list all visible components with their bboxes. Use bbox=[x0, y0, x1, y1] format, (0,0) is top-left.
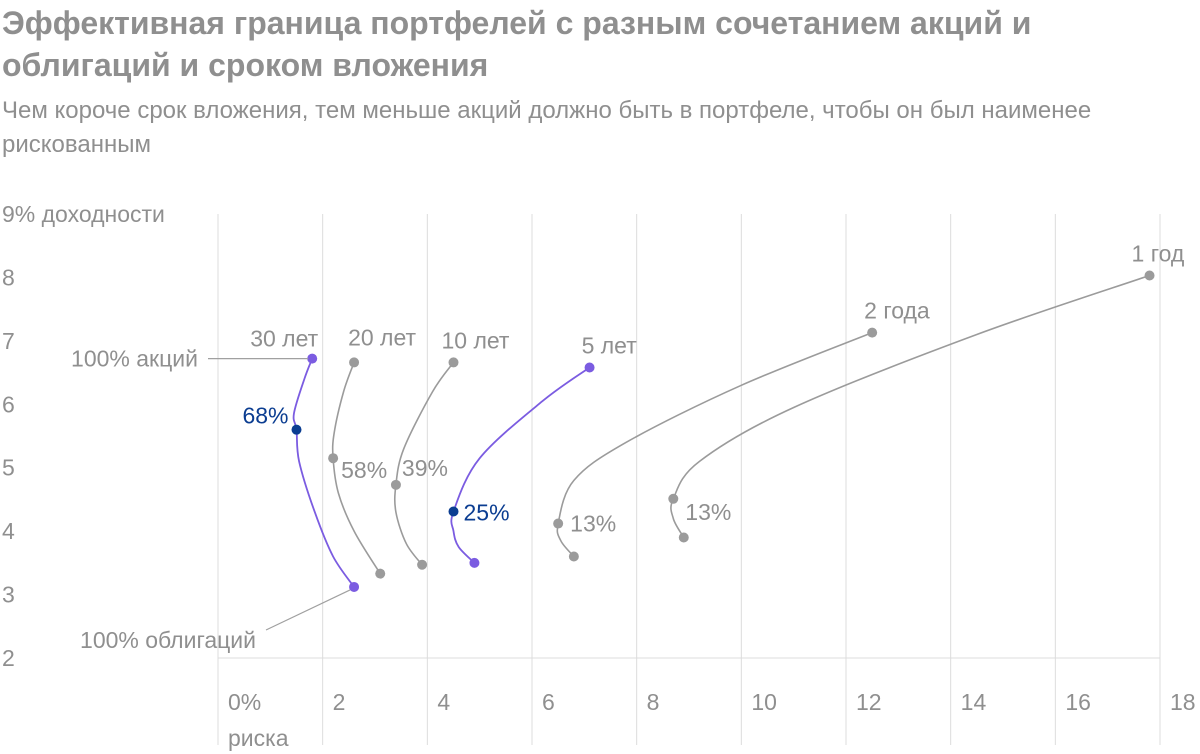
stocks-100-point bbox=[349, 357, 360, 368]
bonds-100-point bbox=[469, 557, 480, 568]
series-name-label: 20 лет bbox=[348, 324, 416, 350]
y-tick-label: 9% доходности bbox=[2, 201, 165, 227]
x-tick-label: 18 bbox=[1170, 689, 1196, 715]
min-risk-label: 13% bbox=[570, 511, 616, 537]
min-risk-point bbox=[553, 518, 564, 529]
min-risk-label: 13% bbox=[685, 499, 731, 525]
stocks-100-point bbox=[448, 357, 459, 368]
y-tick-label: 7 bbox=[2, 328, 15, 354]
x-tick-label: 0% bbox=[228, 689, 261, 715]
x-tick-label: 10 bbox=[751, 689, 777, 715]
bonds-100-point bbox=[375, 568, 386, 579]
stocks-100-point bbox=[307, 353, 318, 364]
bonds-100-point bbox=[417, 559, 428, 570]
series-name-label: 2 года bbox=[864, 298, 930, 324]
bonds-annotation: 100% облигаций bbox=[80, 627, 256, 653]
x-tick-label: 6 bbox=[542, 689, 555, 715]
stocks-100-point bbox=[1144, 270, 1155, 281]
frontier-curve bbox=[670, 274, 1150, 538]
stocks-100-point bbox=[867, 327, 878, 338]
grid bbox=[217, 214, 1161, 745]
chart-subtitle: Чем короче срок вложения, тем меньше акц… bbox=[2, 97, 1092, 158]
min-risk-point bbox=[448, 506, 459, 517]
min-risk-point bbox=[668, 493, 679, 504]
series-name-label: 1 год bbox=[1132, 241, 1185, 267]
y-tick-label: 3 bbox=[2, 582, 15, 608]
x-tick-label: 4 bbox=[437, 689, 450, 715]
labels: 30 лет 68% 20 лет 58% 10 лет 39% 5 лет 25% 2 год… bbox=[71, 241, 1185, 653]
bonds-100-point bbox=[678, 532, 689, 543]
y-tick-label: 6 bbox=[2, 391, 15, 417]
axes: 0% 2 4 6 8 10 12 14 16 18 риска 2 3 4 5 6 7 8 9% доходност… bbox=[2, 201, 1196, 751]
frontier-curve bbox=[556, 331, 873, 558]
chart-title: Эффективная граница портфелей с разным с… bbox=[2, 5, 1032, 83]
series-2 bbox=[328, 357, 386, 579]
series-5 bbox=[553, 327, 878, 562]
bonds-100-point bbox=[568, 551, 579, 562]
min-risk-point bbox=[328, 453, 339, 464]
min-risk-label: 39% bbox=[402, 455, 448, 481]
x-tick-label: 2 bbox=[333, 689, 346, 715]
series-3 bbox=[390, 357, 459, 570]
min-risk-label: 58% bbox=[341, 457, 387, 483]
series-4 bbox=[448, 362, 595, 568]
series-name-label: 5 лет bbox=[582, 332, 638, 358]
x-tick-label: 12 bbox=[856, 689, 882, 715]
min-risk-label: 68% bbox=[242, 403, 288, 429]
y-tick-label: 8 bbox=[2, 264, 15, 290]
x-tick-label: 14 bbox=[961, 689, 987, 715]
series-name-label: 30 лет bbox=[250, 326, 318, 352]
min-risk-point bbox=[390, 479, 401, 490]
y-tick-label: 4 bbox=[2, 518, 15, 544]
stocks-100-point bbox=[584, 362, 595, 373]
x-tick-label: 16 bbox=[1065, 689, 1091, 715]
series-6 bbox=[668, 270, 1155, 543]
bonds-100-point bbox=[349, 581, 360, 592]
y-tick-label: 5 bbox=[2, 455, 15, 481]
bonds-leader-line bbox=[265, 589, 351, 631]
x-tick-label: 8 bbox=[647, 689, 660, 715]
series-1 bbox=[291, 353, 360, 592]
series bbox=[291, 270, 1155, 592]
min-risk-point bbox=[291, 424, 302, 435]
frontier-curve bbox=[450, 366, 591, 564]
series-name-label: 10 лет bbox=[442, 327, 510, 353]
frontier-curve bbox=[292, 358, 355, 588]
x-axis-label: риска bbox=[228, 725, 289, 751]
stocks-annotation: 100% акций bbox=[71, 346, 198, 372]
min-risk-label: 25% bbox=[464, 499, 510, 525]
y-tick-label: 2 bbox=[2, 645, 15, 671]
